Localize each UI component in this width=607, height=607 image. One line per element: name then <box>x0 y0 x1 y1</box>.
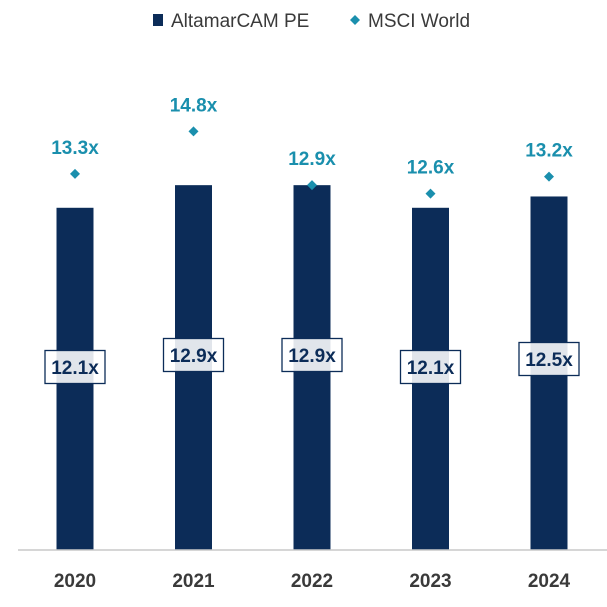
bar-label-2021: 12.9x <box>162 337 225 373</box>
legend-swatch-altamar <box>153 14 163 26</box>
x-tick-2021: 2021 <box>172 571 215 592</box>
bar-label-text-2020: 12.1x <box>51 358 99 379</box>
msci-marker-2024 <box>544 171 554 182</box>
msci-marker-2022 <box>307 180 317 191</box>
msci-marker-2021 <box>188 126 199 137</box>
legend-label-altamar: AltamarCAM PE <box>171 11 309 32</box>
msci-markers: 13.3x 14.8x 12.9x 12.6x 13.2x <box>51 95 573 199</box>
bar-label-2020: 12.1x <box>44 349 106 385</box>
bar-label-box-2020 <box>44 349 106 385</box>
bar-label-2024: 12.5x <box>518 341 580 377</box>
msci-label-2021: 14.8x <box>170 95 218 116</box>
bar-label-box-2022 <box>281 337 343 373</box>
bar-label-2022: 12.9x <box>281 337 343 373</box>
bar-label-2023: 12.1x <box>399 349 462 385</box>
bar-label-box-2024 <box>518 341 580 377</box>
msci-label-2022: 12.9x <box>288 149 336 170</box>
x-axis-ticks: 2020 2021 2022 2023 2024 <box>54 571 571 592</box>
legend-swatch-msci <box>350 15 360 25</box>
msci-label-2020: 13.3x <box>51 138 99 159</box>
x-tick-2020: 2020 <box>54 571 96 592</box>
msci-label-2024: 13.2x <box>525 141 573 162</box>
bar-label-box-2021 <box>162 337 225 373</box>
x-tick-2022: 2022 <box>291 571 333 592</box>
bar-label-text-2022: 12.9x <box>288 346 336 367</box>
bar-label-text-2024: 12.5x <box>525 350 573 371</box>
x-tick-2023: 2023 <box>409 571 451 592</box>
legend: AltamarCAM PE MSCI World <box>153 11 470 32</box>
bars: 12.1x 12.9x 12.9x 12.1x 12.5x <box>44 185 580 550</box>
msci-marker-2020 <box>70 168 80 179</box>
bar-label-box-2023 <box>399 349 462 385</box>
bar-label-text-2021: 12.9x <box>170 346 218 367</box>
x-tick-2024: 2024 <box>528 571 571 592</box>
legend-label-msci: MSCI World <box>368 11 470 32</box>
bar-label-text-2023: 12.1x <box>407 358 455 379</box>
msci-marker-2023 <box>425 188 436 199</box>
msci-label-2023: 12.6x <box>407 158 455 179</box>
